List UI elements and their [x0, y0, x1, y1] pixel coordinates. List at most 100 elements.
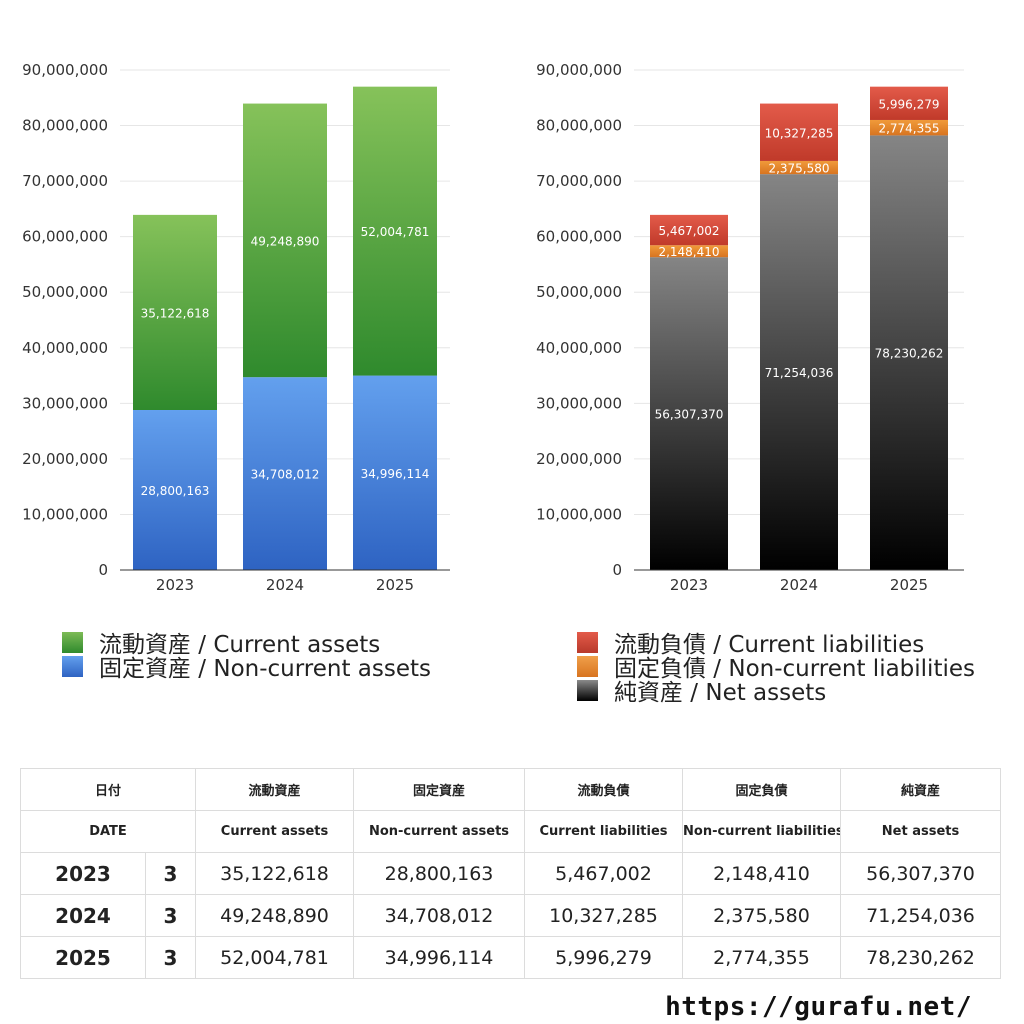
bar-segment: [243, 377, 327, 570]
header-current-assets-en: Current assets: [195, 810, 355, 853]
y-tick-label: 40,000,000: [22, 339, 108, 357]
cell-current-liabilities: 5,996,279: [524, 936, 684, 979]
bar-segment: [133, 409, 217, 570]
y-tick-label: 10,000,000: [536, 505, 622, 523]
cell-net-assets: 71,254,036: [840, 894, 1002, 937]
cell-non-current-liabilities: 2,774,355: [682, 936, 842, 979]
legend-swatch-current-liabilities: [577, 631, 598, 653]
header-non-current-liabilities-jp: 固定負債: [682, 768, 842, 811]
bar-segment: [760, 174, 838, 571]
x-tick-label: 2025: [376, 576, 414, 594]
x-tick-label: 2024: [266, 576, 304, 594]
legend-label: 固定負債 / Non-current liabilities: [614, 656, 975, 682]
cell-non-current-liabilities: 2,148,410: [682, 852, 842, 895]
y-tick-label: 90,000,000: [22, 61, 108, 79]
data-label: 2,375,580: [768, 162, 829, 176]
table-header-en: DATE Current assets Non-current assets C…: [19, 810, 1002, 853]
y-tick-label: 80,000,000: [22, 117, 108, 135]
cell-current-liabilities: 5,467,002: [524, 852, 684, 895]
y-tick-label: 50,000,000: [536, 283, 622, 301]
data-label: 2,774,355: [878, 122, 939, 136]
table-header-jp: 日付 流動資産 固定資産 流動負債 固定負債 純資産: [19, 768, 1002, 811]
cell-non-current-assets: 34,708,012: [353, 894, 526, 937]
data-label: 71,254,036: [765, 366, 834, 380]
cell-current-assets: 52,004,781: [195, 936, 355, 979]
y-tick-label: 30,000,000: [536, 394, 622, 412]
bar-segment: [243, 103, 327, 378]
data-label: 34,996,114: [361, 467, 430, 481]
y-tick-label: 10,000,000: [22, 505, 108, 523]
x-tick-label: 2024: [780, 576, 818, 594]
bar-segment: [650, 245, 728, 258]
financial-data-table: 日付 流動資産 固定資産 流動負債 固定負債 純資産 DATE Current …: [19, 768, 1002, 979]
row-month: 3: [144, 852, 197, 895]
header-net-assets-jp: 純資産: [840, 768, 1002, 811]
y-tick-label: 90,000,000: [536, 61, 622, 79]
source-url[interactable]: https://gurafu.net/: [665, 992, 972, 1022]
y-tick-label: 30,000,000: [22, 394, 108, 412]
cell-non-current-assets: 28,800,163: [353, 852, 526, 895]
row-date: 2024: [20, 894, 146, 937]
header-date-en: DATE: [19, 810, 197, 853]
liabilities-legend: 流動負債 / Current liabilities 固定負債 / Non-cu…: [577, 630, 975, 706]
legend-item-current-liabilities: 流動負債 / Current liabilities: [577, 630, 975, 658]
y-tick-label: 80,000,000: [536, 117, 622, 135]
bar-segment: [353, 375, 437, 570]
legend-label: 流動資産 / Current assets: [99, 632, 381, 658]
x-tick-label: 2023: [156, 576, 194, 594]
assets-legend: 流動資産 / Current assets 固定資産 / Non-current…: [62, 630, 431, 682]
legend-swatch-current-assets: [62, 631, 83, 653]
bar-segment: [650, 257, 728, 570]
x-tick-label: 2023: [670, 576, 708, 594]
data-label: 10,327,285: [765, 126, 834, 140]
bar-segment: [133, 214, 217, 410]
legend-label: 純資産 / Net assets: [614, 680, 827, 706]
header-current-liabilities-en: Current liabilities: [524, 810, 684, 853]
data-label: 5,467,002: [658, 224, 719, 238]
legend-label: 固定資産 / Non-current assets: [99, 656, 432, 682]
bar-segment: [870, 86, 948, 120]
header-date-jp: 日付: [19, 768, 197, 811]
assets-chart: 0 10,000,000 20,000,000 30,000,000 40,000,00…: [22, 61, 450, 594]
y-tick-label: 70,000,000: [22, 172, 108, 190]
bar-segment: [353, 86, 437, 376]
row-date: 2025: [20, 936, 146, 979]
header-non-current-liabilities-en: Non-current liabilities: [682, 810, 842, 853]
data-label: 56,307,370: [655, 408, 724, 422]
header-net-assets-en: Net assets: [840, 810, 1002, 853]
y-tick-label: 20,000,000: [22, 450, 108, 468]
y-tick-label: 60,000,000: [536, 228, 622, 246]
cell-current-assets: 35,122,618: [195, 852, 355, 895]
data-label: 28,800,163: [141, 484, 210, 498]
cell-net-assets: 78,230,262: [840, 936, 1002, 979]
cell-non-current-assets: 34,996,114: [353, 936, 526, 979]
cell-non-current-liabilities: 2,375,580: [682, 894, 842, 937]
data-label: 34,708,012: [251, 468, 320, 482]
y-tick-label: 40,000,000: [536, 339, 622, 357]
bar-segment: [870, 119, 948, 136]
legend-label: 流動負債 / Current liabilities: [614, 632, 925, 658]
row-date: 2023: [20, 852, 146, 895]
legend-swatch-non-current-assets: [62, 655, 83, 677]
legend-swatch-net-assets: [577, 679, 598, 701]
legend-item-net-assets: 純資産 / Net assets: [577, 678, 975, 706]
cell-current-liabilities: 10,327,285: [524, 894, 684, 937]
data-label: 5,996,279: [878, 97, 939, 111]
header-current-assets-jp: 流動資産: [195, 768, 355, 811]
row-month: 3: [144, 936, 197, 979]
data-label: 2,148,410: [658, 245, 719, 259]
legend-item-non-current-assets: 固定資産 / Non-current assets: [62, 654, 431, 682]
legend-item-current-assets: 流動資産 / Current assets: [62, 630, 431, 658]
y-tick-label: 50,000,000: [22, 283, 108, 301]
y-tick-label: 20,000,000: [536, 450, 622, 468]
cell-net-assets: 56,307,370: [840, 852, 1002, 895]
x-tick-label: 2025: [890, 576, 928, 594]
cell-current-assets: 49,248,890: [195, 894, 355, 937]
header-current-liabilities-jp: 流動負債: [524, 768, 684, 811]
table-row: 2024 3 49,248,890 34,708,012 10,327,285 …: [20, 894, 1002, 937]
header-non-current-assets-jp: 固定資産: [353, 768, 526, 811]
row-month: 3: [144, 894, 197, 937]
bar-segment: [650, 214, 728, 246]
y-tick-label: 70,000,000: [536, 172, 622, 190]
y-tick-label: 0: [98, 561, 108, 579]
